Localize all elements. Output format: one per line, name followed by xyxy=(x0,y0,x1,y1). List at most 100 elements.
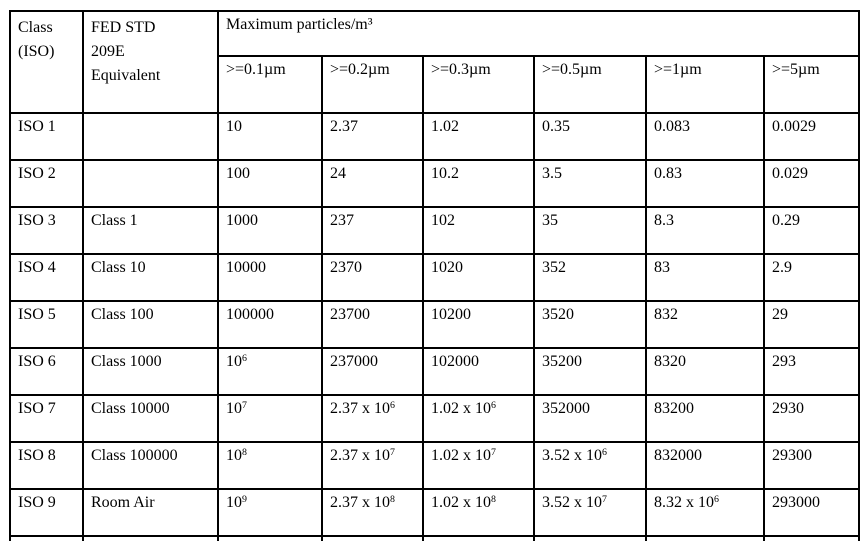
cell-iso-class: ISO 7 xyxy=(9,394,84,443)
cell-fed-std-equivalent: Class 1 xyxy=(82,206,219,255)
cell-particles-ge-0.2um: 2.37 x 107 xyxy=(321,441,424,490)
table-row: ISO 1 10 2.37 1.02 0.35 0.083 0.0029 xyxy=(9,112,861,161)
cell-particles-ge-1um: 832 xyxy=(645,300,765,349)
cell-fed-std-equivalent: Class 100 xyxy=(82,300,219,349)
cell-particles-ge-0.2um: 2.37 x 106 xyxy=(321,394,424,443)
table-bottom-stub-row xyxy=(9,535,861,541)
cell-fed-std-equivalent xyxy=(82,112,219,161)
table-footer xyxy=(9,535,861,541)
header-fed-std-equivalent: FED STD 209E Equivalent xyxy=(82,10,219,114)
cell-fed-std-equivalent: Class 100000 xyxy=(82,441,219,490)
cell-particles-ge-0.5um: 35200 xyxy=(533,347,647,396)
cell-iso-class: ISO 8 xyxy=(9,441,84,490)
cell-iso-class: ISO 6 xyxy=(9,347,84,396)
cell-particles-ge-1um: 0.083 xyxy=(645,112,765,161)
cell-particles-ge-0.2um: 2.37 xyxy=(321,112,424,161)
cell-particles-ge-1um: 83 xyxy=(645,253,765,302)
cell-particles-ge-0.5um: 352 xyxy=(533,253,647,302)
header-ge-0.1um: >=0.1µm xyxy=(217,55,323,114)
table-row: ISO 8 Class 100000 108 2.37 x 107 1.02 x… xyxy=(9,441,861,490)
cell-particles-ge-5um: 293 xyxy=(762,347,861,396)
stub-cell xyxy=(762,535,861,541)
cell-particles-ge-0.2um: 2.37 x 108 xyxy=(321,488,424,537)
header-max-particles: Maximum particles/m³ xyxy=(216,10,861,57)
cell-iso-class: ISO 9 xyxy=(9,488,84,537)
cell-particles-ge-0.3um: 1.02 x 107 xyxy=(422,441,535,490)
table-row: ISO 7 Class 10000 107 2.37 x 106 1.02 x … xyxy=(9,394,861,443)
cell-particles-ge-0.2um: 2370 xyxy=(321,253,424,302)
cell-particles-ge-0.5um: 35 xyxy=(533,206,647,255)
stub-cell xyxy=(321,535,424,541)
cell-fed-std-equivalent: Class 10 xyxy=(82,253,219,302)
cell-particles-ge-0.1um: 100000 xyxy=(217,300,323,349)
table-row: ISO 3 Class 1 1000 237 102 35 8.3 0.29 xyxy=(9,206,861,255)
cell-particles-ge-0.3um: 10.2 xyxy=(422,159,535,208)
cell-particles-ge-1um: 832000 xyxy=(645,441,765,490)
cell-iso-class: ISO 4 xyxy=(9,253,84,302)
cell-particles-ge-5um: 29300 xyxy=(762,441,861,490)
cell-particles-ge-0.3um: 102000 xyxy=(422,347,535,396)
cell-fed-std-equivalent: Room Air xyxy=(82,488,219,537)
cell-particles-ge-0.1um: 100 xyxy=(217,159,323,208)
cell-particles-ge-0.3um: 1020 xyxy=(422,253,535,302)
cell-particles-ge-5um: 2930 xyxy=(762,394,861,443)
cell-iso-class: ISO 2 xyxy=(9,159,84,208)
cell-particles-ge-0.5um: 3.5 xyxy=(533,159,647,208)
cell-particles-ge-0.3um: 10200 xyxy=(422,300,535,349)
cell-fed-std-equivalent: Class 10000 xyxy=(82,394,219,443)
cell-particles-ge-0.1um: 109 xyxy=(217,488,323,537)
cell-particles-ge-5um: 29 xyxy=(762,300,861,349)
cell-particles-ge-0.1um: 106 xyxy=(217,347,323,396)
cell-particles-ge-1um: 83200 xyxy=(645,394,765,443)
cell-particles-ge-0.3um: 102 xyxy=(422,206,535,255)
cell-particles-ge-0.3um: 1.02 x 106 xyxy=(422,394,535,443)
stub-cell xyxy=(645,535,765,541)
stub-cell xyxy=(217,535,323,541)
header-class-iso: Class (ISO) xyxy=(9,10,84,114)
cell-particles-ge-0.5um: 352000 xyxy=(533,394,647,443)
header-row-top: Class (ISO) FED STD 209E Equivalent Maxi… xyxy=(9,10,861,114)
cell-fed-std-equivalent xyxy=(82,159,219,208)
cell-iso-class: ISO 3 xyxy=(9,206,84,255)
cell-particles-ge-0.1um: 108 xyxy=(217,441,323,490)
header-ge-0.5um: >=0.5µm xyxy=(533,55,647,114)
cell-particles-ge-0.5um: 3.52 x 107 xyxy=(533,488,647,537)
cell-particles-ge-0.5um: 3.52 x 106 xyxy=(533,441,647,490)
cell-particles-ge-0.2um: 23700 xyxy=(321,300,424,349)
cell-particles-ge-0.1um: 10000 xyxy=(217,253,323,302)
cell-iso-class: ISO 5 xyxy=(9,300,84,349)
cell-particles-ge-0.3um: 1.02 xyxy=(422,112,535,161)
cell-particles-ge-0.1um: 10 xyxy=(217,112,323,161)
iso-cleanroom-classification-table: Class (ISO) FED STD 209E Equivalent Maxi… xyxy=(9,10,861,541)
table-body: ISO 1 10 2.37 1.02 0.35 0.083 0.0029 ISO… xyxy=(9,112,861,537)
cell-particles-ge-1um: 8.32 x 106 xyxy=(645,488,765,537)
table-row: ISO 2 100 24 10.2 3.5 0.83 0.029 xyxy=(9,159,861,208)
header-ge-5um: >=5µm xyxy=(762,55,861,114)
stub-cell xyxy=(533,535,647,541)
cell-particles-ge-1um: 0.83 xyxy=(645,159,765,208)
cell-iso-class: ISO 1 xyxy=(9,112,84,161)
table-header: Class (ISO) FED STD 209E Equivalent Maxi… xyxy=(9,10,861,114)
table-row: ISO 4 Class 10 10000 2370 1020 352 83 2.… xyxy=(9,253,861,302)
header-ge-0.3um: >=0.3µm xyxy=(422,55,535,114)
cell-particles-ge-0.1um: 107 xyxy=(217,394,323,443)
cell-particles-ge-0.2um: 237000 xyxy=(321,347,424,396)
cell-particles-ge-5um: 0.0029 xyxy=(762,112,861,161)
table-row: ISO 5 Class 100 100000 23700 10200 3520 … xyxy=(9,300,861,349)
table-row: ISO 9 Room Air 109 2.37 x 108 1.02 x 108… xyxy=(9,488,861,537)
cell-particles-ge-0.5um: 3520 xyxy=(533,300,647,349)
cell-particles-ge-0.3um: 1.02 x 108 xyxy=(422,488,535,537)
stub-cell xyxy=(82,535,219,541)
table-row: ISO 6 Class 1000 106 237000 102000 35200… xyxy=(9,347,861,396)
cell-particles-ge-0.2um: 237 xyxy=(321,206,424,255)
cell-particles-ge-5um: 0.029 xyxy=(762,159,861,208)
cell-particles-ge-0.1um: 1000 xyxy=(217,206,323,255)
cell-particles-ge-0.5um: 0.35 xyxy=(533,112,647,161)
header-ge-1um: >=1µm xyxy=(645,55,765,114)
cell-particles-ge-5um: 0.29 xyxy=(762,206,861,255)
cell-fed-std-equivalent: Class 1000 xyxy=(82,347,219,396)
stub-cell xyxy=(422,535,535,541)
stub-cell xyxy=(9,535,84,541)
cell-particles-ge-1um: 8.3 xyxy=(645,206,765,255)
